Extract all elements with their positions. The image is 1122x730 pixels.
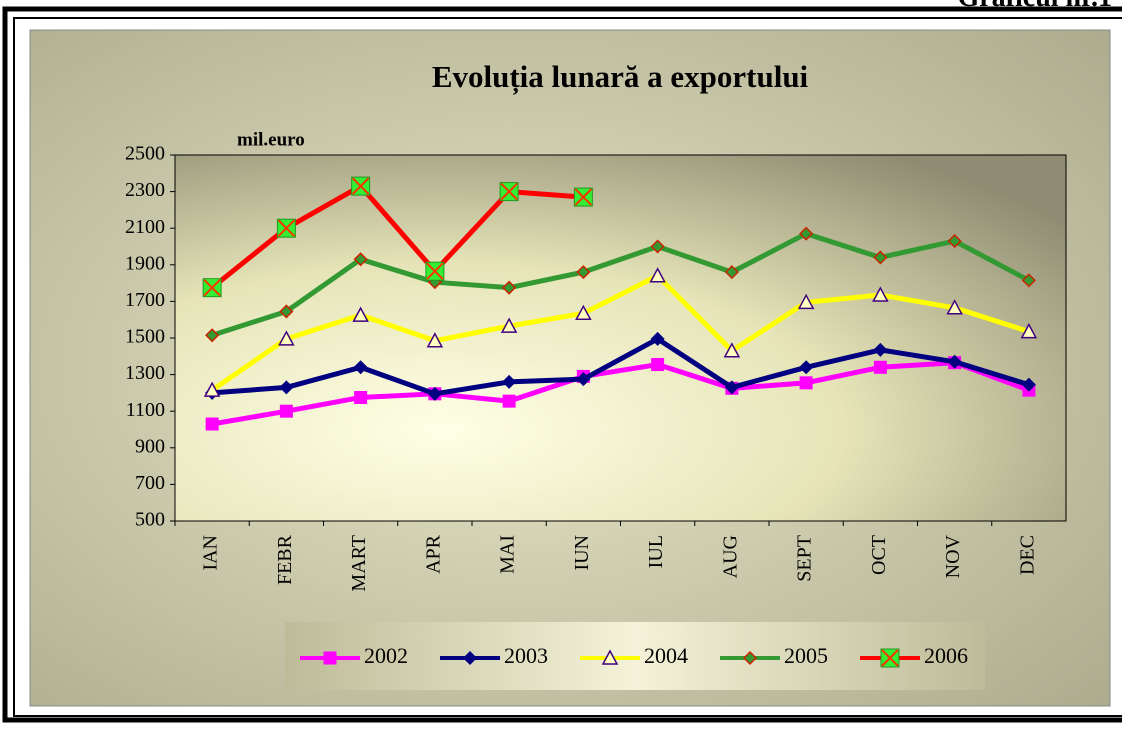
data-point bbox=[724, 380, 739, 395]
marker-cross bbox=[881, 649, 899, 667]
outer-frame bbox=[2, 6, 1122, 723]
y-tick-label: 1500 bbox=[125, 326, 165, 348]
data-point bbox=[205, 417, 219, 431]
marker-cross bbox=[426, 262, 444, 280]
data-point bbox=[354, 390, 368, 404]
legend-marker bbox=[880, 648, 900, 668]
data-point bbox=[502, 394, 516, 408]
data-point bbox=[873, 250, 888, 265]
data-point bbox=[1021, 273, 1036, 288]
data-point bbox=[353, 360, 368, 375]
data-point bbox=[873, 342, 888, 357]
data-point bbox=[279, 380, 294, 395]
data-point bbox=[573, 187, 593, 207]
marker-cross bbox=[277, 219, 296, 237]
data-point bbox=[651, 358, 665, 372]
x-tick-label: MART bbox=[348, 535, 370, 592]
x-tick-label: AUG bbox=[719, 535, 741, 578]
data-point bbox=[425, 261, 445, 281]
y-tick-label: 700 bbox=[135, 472, 165, 494]
data-point bbox=[279, 404, 293, 418]
data-point bbox=[278, 330, 295, 346]
marker-cross bbox=[574, 188, 593, 206]
data-point bbox=[1020, 323, 1038, 339]
legend-label: 2002 bbox=[364, 643, 408, 668]
data-point bbox=[799, 226, 814, 241]
x-tick-label: DEC bbox=[1016, 535, 1038, 575]
series-line bbox=[210, 183, 584, 290]
data-point bbox=[799, 376, 813, 390]
data-point bbox=[799, 360, 814, 375]
data-point bbox=[947, 233, 962, 249]
plot-area bbox=[174, 154, 1067, 522]
data-point bbox=[205, 328, 220, 343]
data-point bbox=[276, 218, 296, 238]
legend-label: 2005 bbox=[784, 643, 828, 668]
data-point bbox=[873, 360, 887, 374]
data-point bbox=[872, 286, 889, 302]
marker-cross bbox=[500, 182, 518, 201]
y-tick-label: 1100 bbox=[126, 399, 165, 421]
data-point bbox=[1021, 377, 1036, 392]
y-tick-label: 2500 bbox=[125, 143, 165, 165]
x-tick-label: NOV bbox=[942, 534, 964, 578]
data-point bbox=[500, 317, 518, 333]
legend-label: 2003 bbox=[504, 643, 548, 668]
legend-label: 2004 bbox=[644, 643, 688, 668]
data-point bbox=[353, 252, 368, 267]
data-point bbox=[650, 239, 665, 254]
marker-cross bbox=[351, 177, 370, 195]
inner-frame bbox=[13, 17, 1122, 717]
data-point bbox=[946, 299, 963, 315]
data-point bbox=[576, 372, 591, 387]
y-tick-label: 500 bbox=[135, 509, 165, 531]
data-point bbox=[427, 386, 442, 401]
x-tick-label: APR bbox=[422, 534, 444, 574]
data-point bbox=[502, 280, 517, 295]
marker-cross bbox=[203, 278, 221, 297]
data-point bbox=[797, 293, 815, 310]
series-line bbox=[211, 336, 1030, 397]
x-tick-label: SEPT bbox=[794, 535, 816, 582]
chart-title: Evoluția lunară a exportului bbox=[432, 59, 809, 95]
y-tick-label: 2100 bbox=[125, 216, 165, 238]
series-line bbox=[211, 231, 1031, 338]
data-point bbox=[499, 182, 519, 202]
legend-label: 2006 bbox=[924, 643, 968, 668]
data-point bbox=[426, 332, 444, 348]
y-tick-label: 900 bbox=[135, 435, 165, 457]
data-point bbox=[650, 331, 665, 346]
series-line bbox=[211, 360, 1030, 427]
legend-marker bbox=[323, 651, 337, 665]
y-axis-label: mil.euro bbox=[237, 129, 305, 150]
y-tick-label: 1900 bbox=[125, 252, 165, 274]
data-point bbox=[351, 176, 371, 196]
data-point bbox=[502, 374, 517, 389]
x-tick-label: MAI bbox=[497, 535, 519, 574]
series-line bbox=[210, 273, 1030, 393]
data-point bbox=[649, 267, 666, 283]
data-point bbox=[203, 381, 221, 397]
x-tick-label: IUL bbox=[645, 535, 667, 568]
x-tick-label: IAN bbox=[200, 535, 222, 571]
data-point bbox=[724, 265, 739, 280]
y-tick-label: 1300 bbox=[125, 362, 165, 384]
data-point bbox=[279, 304, 294, 319]
y-tick-label: 1700 bbox=[125, 289, 165, 311]
legend-marker bbox=[601, 649, 619, 665]
data-point bbox=[352, 306, 369, 322]
data-point bbox=[947, 354, 962, 369]
legend-marker bbox=[742, 650, 758, 666]
data-point bbox=[202, 278, 222, 298]
x-tick-label: OCT bbox=[868, 535, 890, 575]
data-point bbox=[576, 265, 591, 280]
data-point bbox=[575, 304, 592, 321]
x-tick-label: IUN bbox=[571, 535, 593, 571]
x-tick-label: FEBR bbox=[274, 534, 296, 585]
y-tick-label: 2300 bbox=[125, 179, 165, 201]
legend-marker bbox=[463, 651, 477, 665]
data-point bbox=[723, 342, 741, 358]
